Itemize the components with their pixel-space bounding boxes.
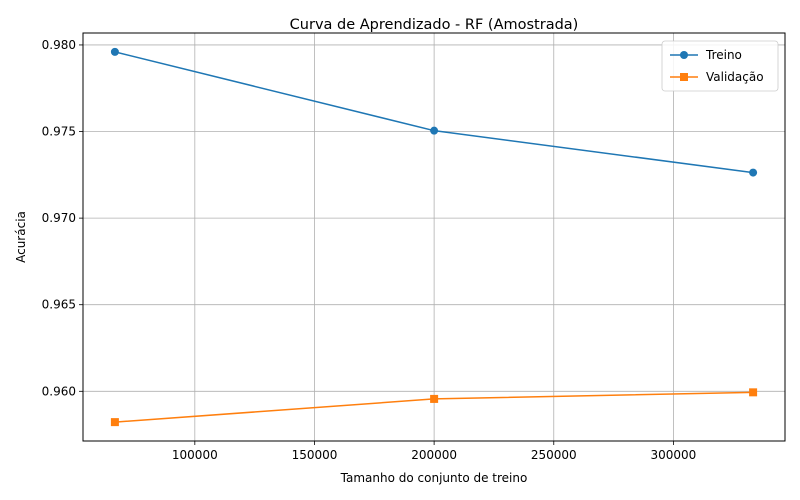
x-axis-label: Tamanho do conjunto de treino [340, 471, 528, 485]
y-tick-label: 0.980 [42, 38, 76, 52]
series-2 [110, 388, 758, 427]
data-point [110, 418, 119, 427]
legend-marker [680, 51, 688, 59]
grid-lines [83, 33, 785, 441]
legend-marker [680, 73, 688, 81]
legend-item: Treino [670, 48, 742, 62]
data-point [430, 394, 439, 403]
x-tick-label: 150000 [292, 448, 338, 462]
y-axis-label: Acurácia [14, 211, 28, 263]
y-tick-label: 0.965 [42, 298, 76, 312]
data-point [749, 388, 758, 397]
series-1 [110, 47, 758, 177]
legend: Treino Validação [661, 40, 779, 92]
legend-item: Validação [670, 70, 764, 84]
legend-box [661, 40, 779, 92]
y-tick-label: 0.975 [42, 125, 76, 139]
x-tick-label: 250000 [531, 448, 577, 462]
x-tick-label: 200000 [411, 448, 457, 462]
chart-title: Curva de Aprendizado - RF (Amostrada) [290, 17, 579, 33]
series-layer [110, 47, 758, 427]
y-axis-ticks: 0.960 0.965 0.970 0.975 0.980 [42, 38, 83, 398]
legend-label: Validação [706, 70, 764, 84]
data-point [749, 168, 758, 177]
x-tick-label: 300000 [651, 448, 697, 462]
y-tick-label: 0.960 [42, 384, 76, 398]
x-axis-ticks: 100000 150000 200000 250000 300000 [172, 441, 696, 462]
data-point [430, 126, 439, 135]
legend-label: Treino [705, 48, 742, 62]
y-tick-label: 0.970 [42, 211, 76, 225]
x-tick-label: 100000 [172, 448, 218, 462]
data-point [110, 47, 119, 56]
